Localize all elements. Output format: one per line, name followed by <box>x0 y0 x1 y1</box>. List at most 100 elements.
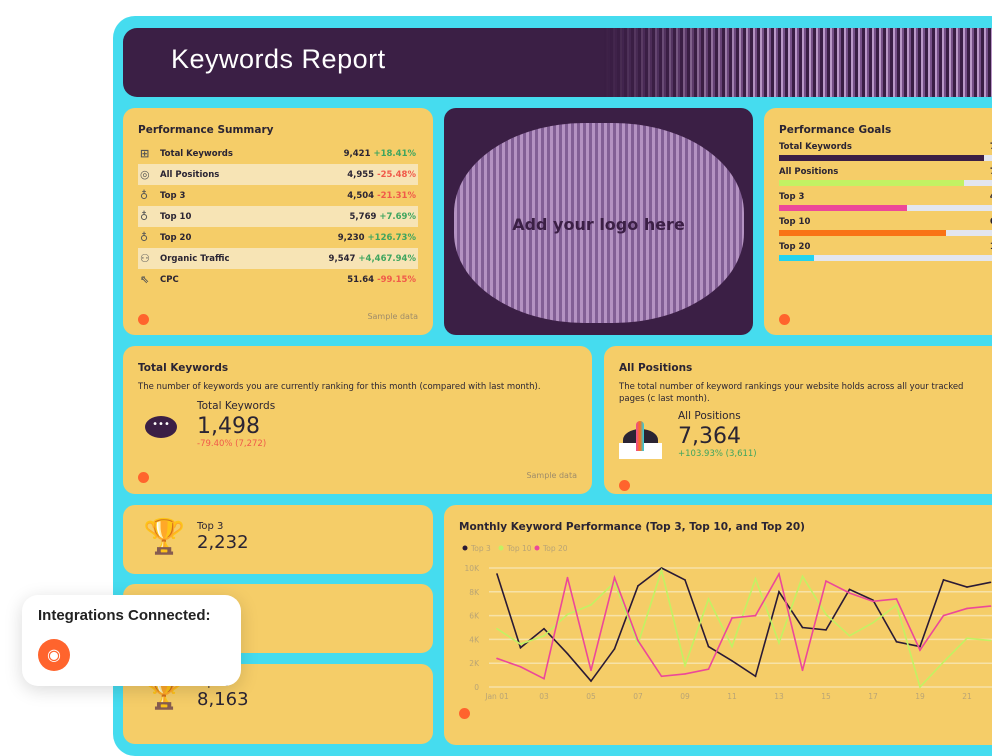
series-line-top10 <box>496 567 991 689</box>
x-tick-label: Jan 01 <box>484 692 509 701</box>
row-label: CPC <box>160 274 179 285</box>
data-point <box>801 669 804 672</box>
goal-item: Top 10 6, <box>779 217 992 236</box>
data-point <box>660 569 663 572</box>
data-point <box>754 614 757 617</box>
data-point <box>707 668 710 670</box>
row-change: -99.15% <box>377 274 416 285</box>
data-point <box>566 652 569 655</box>
data-point <box>825 629 827 631</box>
row-label: Total Keywords <box>160 148 233 159</box>
popup-title: Integrations Connected: <box>38 607 211 624</box>
data-point <box>895 604 898 606</box>
legend-marker <box>462 545 468 551</box>
semrush-icon <box>619 480 630 491</box>
row-value: 4,504 <box>347 190 375 201</box>
goal-label: Top 20 <box>779 242 811 252</box>
row-label: Top 10 <box>160 211 192 222</box>
header-decoration <box>603 28 992 97</box>
data-point <box>660 675 663 678</box>
data-point <box>543 635 545 637</box>
legend-label: Top 10 <box>506 544 532 553</box>
row-value: 9,421 <box>343 148 371 159</box>
card-title: Performance Summary <box>138 124 274 136</box>
award-icon: ♁ <box>140 189 149 202</box>
line-chart: 0 2K 4K 6K 8K 10K Jan 01 03 05 07 09 11 13 15 17 19 21 To… <box>462 544 992 701</box>
data-point <box>637 643 639 645</box>
data-point <box>754 675 757 678</box>
goal-progress-bar <box>779 180 992 186</box>
data-point <box>778 573 780 575</box>
goal-progress-bar <box>779 255 992 261</box>
sample-data-label: Sample data <box>367 312 418 321</box>
logo-text: Add your logo here <box>512 215 685 234</box>
summary-row: ♁ Top 10 5,769 +7.69% <box>138 206 418 227</box>
data-point <box>825 613 827 616</box>
data-point <box>519 646 522 649</box>
data-point <box>966 586 968 588</box>
row-value: 51.64 <box>347 274 375 285</box>
x-tick-label: 15 <box>821 692 831 701</box>
users-icon: ⚇ <box>140 252 150 265</box>
data-point <box>801 575 804 578</box>
goal-progress-bar <box>779 230 992 236</box>
semrush-icon <box>138 472 149 483</box>
metric-label: Top 3 <box>197 521 224 532</box>
metric-value: 1,498 <box>197 414 260 439</box>
data-point <box>684 579 686 581</box>
data-point <box>566 613 569 616</box>
metric-value: 7,364 <box>678 424 741 449</box>
x-tick-label: 17 <box>868 692 878 701</box>
goal-progress-bar <box>779 205 992 211</box>
data-point <box>519 643 522 645</box>
row-value: 9,230 <box>337 232 365 243</box>
summary-row: ⇖ CPC 51.64 -99.15% <box>138 269 418 290</box>
row-label: Top 3 <box>160 190 186 201</box>
row-label: Organic Traffic <box>160 253 230 264</box>
data-point <box>496 657 498 660</box>
x-tick-label: 07 <box>633 692 643 701</box>
data-point <box>801 626 804 629</box>
logo-placeholder[interactable]: Add your logo here <box>444 108 753 335</box>
row-change: +18.41% <box>373 148 416 159</box>
row-label: Top 20 <box>160 232 192 243</box>
data-point <box>731 617 733 619</box>
legend-label: Top 3 <box>470 544 491 553</box>
legend-marker <box>498 545 504 551</box>
performance-goals-card: Performance Goals Total Keywords 7, All P… <box>764 108 992 335</box>
summary-row: ⚇ Organic Traffic 9,547 +4,467.94% <box>138 248 418 269</box>
performance-summary-card: Performance Summary ⊞ Total Keywords 9,4… <box>123 108 433 335</box>
x-tick-label: 21 <box>962 692 972 701</box>
chart-title: Monthly Keyword Performance (Top 3, Top … <box>459 521 805 533</box>
data-point <box>684 673 686 675</box>
data-point <box>919 649 921 651</box>
card-description: The total number of keyword rankings you… <box>619 382 964 404</box>
semrush-icon <box>138 314 149 325</box>
data-point <box>966 637 968 640</box>
row-change: +4,467.94% <box>358 253 416 264</box>
goal-progress-fill <box>779 230 947 236</box>
y-tick-label: 2K <box>469 659 480 668</box>
data-point <box>590 604 592 606</box>
legend-label: Top 20 <box>542 544 568 553</box>
y-tick-label: 0 <box>474 683 479 692</box>
all-positions-card: All Positions The total number of keywor… <box>604 346 992 494</box>
data-point <box>872 600 874 603</box>
metric-change: -79.40% (7,272) <box>197 439 267 449</box>
data-point <box>825 580 827 582</box>
metric-value: 8,163 <box>197 689 249 710</box>
goal-value: 4, <box>990 192 992 202</box>
data-point <box>989 581 992 584</box>
semrush-integration-icon[interactable]: ◉ <box>38 639 70 671</box>
data-point <box>637 639 639 642</box>
row-change: -25.48% <box>377 169 416 180</box>
goal-progress-bar <box>779 155 992 161</box>
data-point <box>543 627 545 630</box>
goal-progress-fill <box>779 180 964 186</box>
data-point <box>919 686 921 688</box>
goal-value: 7, <box>990 167 992 177</box>
card-title: Total Keywords <box>138 362 229 374</box>
row-value: 4,955 <box>347 169 375 180</box>
data-point <box>731 645 733 648</box>
summary-row: ⊞ Total Keywords 9,421 +18.41% <box>138 143 418 164</box>
